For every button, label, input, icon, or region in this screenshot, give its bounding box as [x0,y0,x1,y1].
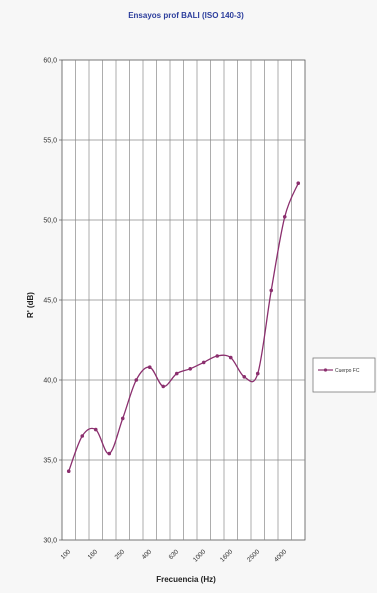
chart-title: Ensayos prof BALI (ISO 140-3) [128,11,244,20]
data-point [147,365,152,370]
legend-box [312,357,376,393]
x-axis-label: Frecuencia (Hz) [156,575,216,584]
legend-label: Cuerpo FC [335,368,360,374]
y-tick-label: 50,0 [43,218,57,225]
y-tick-label: 35,0 [43,458,57,465]
data-point [255,371,260,376]
data-point [107,451,112,456]
data-point [242,375,247,379]
data-point [269,288,274,293]
data-point [282,215,287,219]
y-tick-label: 30,0 [43,538,57,545]
y-axis-label: R' (dB) [26,292,35,318]
y-tick-label: 40,0 [43,378,57,385]
data-point [93,427,98,432]
data-point [120,416,125,421]
data-point [134,378,139,382]
data-point [201,360,206,365]
y-tick-label: 45,0 [43,298,57,305]
data-point [296,181,301,185]
data-point [80,434,85,438]
data-point [174,371,179,376]
data-point [66,469,71,474]
data-point [188,367,193,371]
legend: Cuerpo FC [312,357,376,393]
data-point [161,384,166,389]
y-tick-label: 55,0 [43,138,57,145]
legend-marker [323,368,328,372]
y-tick-label: 60,0 [43,58,57,65]
data-point [215,354,220,358]
data-point [228,355,233,360]
